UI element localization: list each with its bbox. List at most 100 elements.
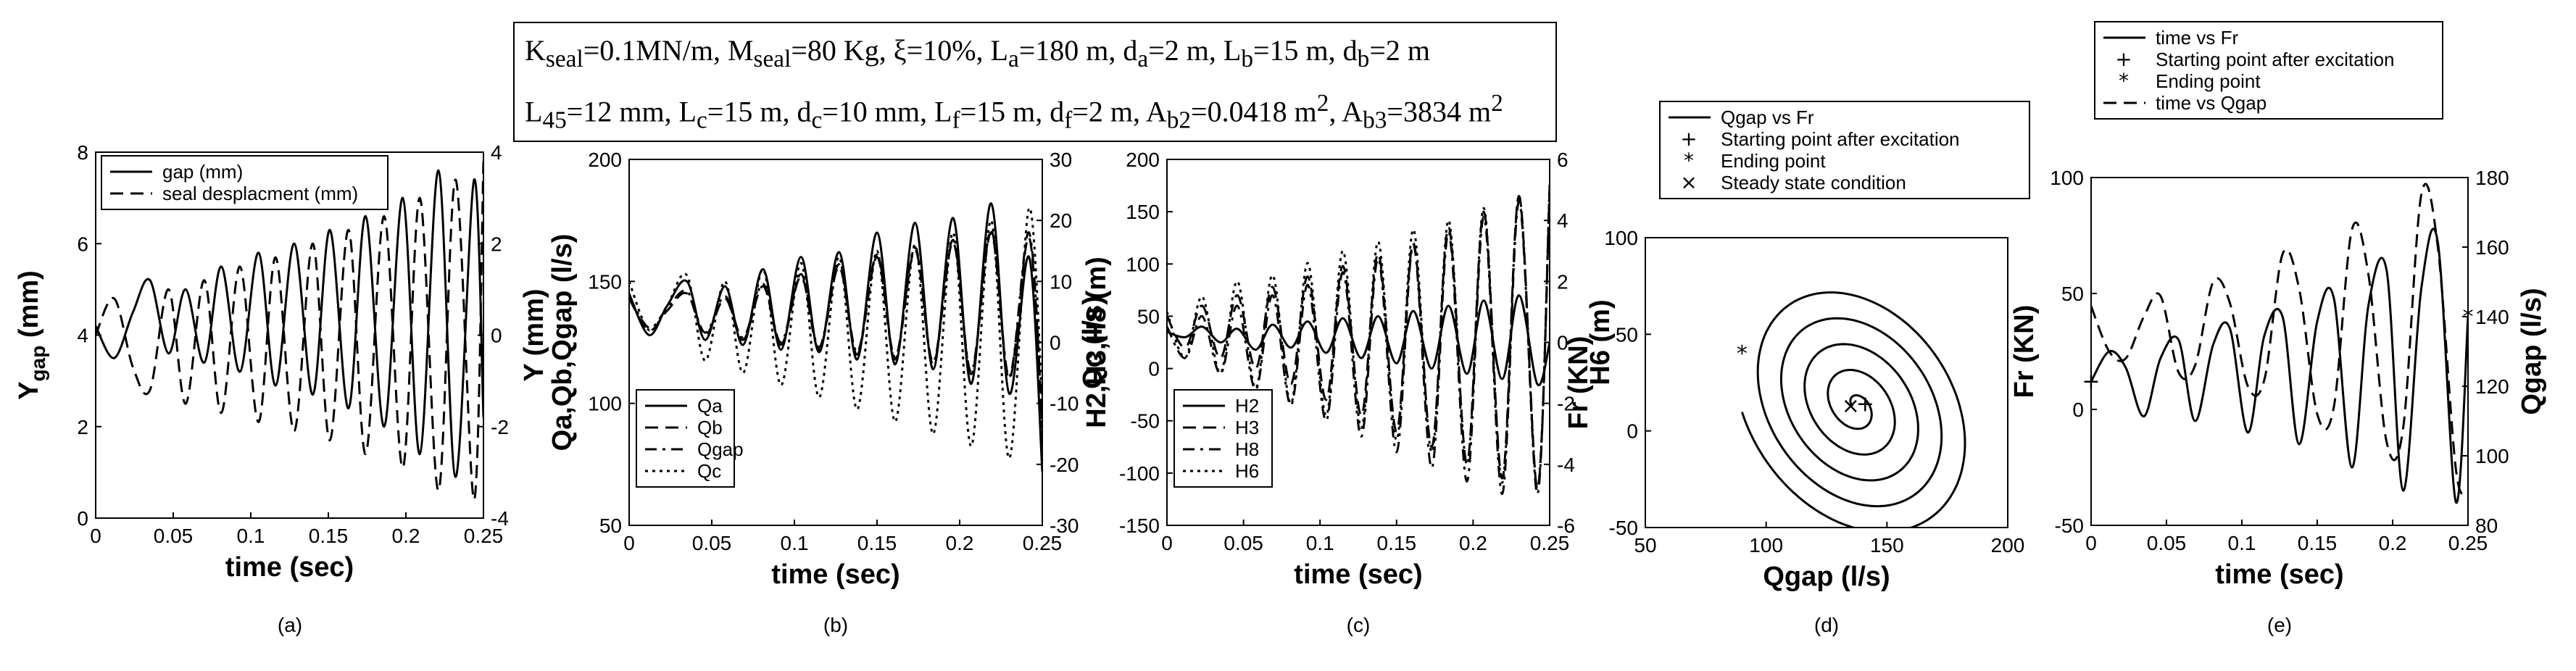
y2-tick-label: -4: [1557, 454, 1575, 476]
x-axis-label: time (sec): [771, 559, 899, 590]
legend: Qgap vs Fr + Starting point after excitati…: [1659, 101, 2030, 199]
x-tick-label: 200: [1991, 534, 2025, 557]
y2-tick-label: 140: [2475, 306, 2509, 328]
y2-tick-label: -2: [1557, 393, 1575, 415]
panel-caption: (d): [1814, 614, 1839, 636]
x-tick-label: 0.25: [1530, 532, 1570, 554]
x-axis-label: time (sec): [2215, 559, 2343, 590]
x-tick-label: 0.1: [1306, 532, 1334, 554]
legend-label: gap (mm): [162, 161, 243, 183]
legend-label: time vs Qgap: [2156, 92, 2267, 114]
series-group: [629, 202, 1042, 472]
x-tick-label: 0.05: [692, 532, 732, 554]
panel-caption: (b): [823, 614, 848, 636]
legend-label: Starting point after excitation: [2156, 49, 2395, 70]
x-tick-label: 0.1: [237, 525, 265, 547]
marker-ending-point: *: [1737, 341, 1748, 367]
series-group: [96, 161, 483, 501]
y-tick-label: 50: [1137, 305, 1160, 328]
x-tick-label: 0: [623, 532, 635, 554]
legend: time vs Fr + Starting point after excitati…: [2094, 21, 2443, 120]
y-tick-label: 4: [77, 325, 88, 347]
parameter-box: Kseal=0.1MN/m, Mseal=80 Kg, ξ=10%, La=18…: [513, 22, 1557, 142]
x-tick-label: 0.15: [2298, 532, 2338, 554]
legend-label: Qb: [697, 417, 723, 438]
marker-steady-state-condition: ×: [1842, 393, 1860, 419]
y-tick-label: 0: [2072, 399, 2084, 421]
legend: gap (mm)seal desplacment (mm): [101, 155, 389, 210]
panel-caption: (e): [2267, 614, 2292, 636]
x-tick-label: 0.05: [2147, 532, 2187, 554]
y-tick-label: -50: [2055, 514, 2084, 537]
y-tick-label: 2: [77, 416, 88, 438]
y2-tick-label: 0: [1557, 332, 1569, 354]
x-tick-label: 0.2: [2379, 532, 2407, 554]
y2-axis-label: H6 (m): [1585, 299, 1616, 385]
series-line-seal-desplacment-mm-: [96, 161, 483, 501]
y2-axis-label: Qc (l/s): [1078, 296, 1108, 389]
y2-tick-label: 2: [491, 233, 502, 255]
legend-marker: +: [2115, 47, 2132, 71]
y2-tick-label: 30: [1050, 149, 1072, 171]
legend-label: H8: [1235, 438, 1259, 460]
y2-tick-label: 0: [1050, 332, 1061, 354]
y2-tick-label: -4: [491, 507, 509, 530]
y-tick-label: 0: [1148, 358, 1160, 380]
y-tick-label: 50: [1616, 323, 1638, 346]
y-tick-label: 8: [77, 141, 88, 164]
y-tick-label: 50: [2061, 283, 2084, 305]
x-tick-label: 0: [90, 525, 101, 547]
y2-tick-label: -20: [1050, 454, 1079, 476]
legend-label: Qa: [697, 395, 723, 417]
y-tick-label: -50: [1131, 410, 1160, 433]
panel-b: 0 0.05 0.1 0.15 0.2 0.25 50 100 150 200 -30 -20 -10 0…: [547, 149, 1108, 636]
marker-starting-point-after-excitation: +: [2082, 370, 2100, 395]
panel-c: 0 0.05 0.1 0.15 0.2 0.25 -150 -100 -50 0 50 100 150 2…: [1081, 149, 1616, 636]
x-tick-label: 50: [1634, 534, 1656, 557]
series-line-gap-mm-: [96, 169, 483, 478]
y2-tick-label: 0: [491, 325, 502, 347]
parameter-line-2: L45=12 mm, Lc=15 m, dc=10 mm, Lf=15 m, d…: [525, 90, 1503, 134]
marker-ending-point: *: [2463, 304, 2474, 330]
y-axis-label: Ygap (mm): [14, 270, 49, 400]
x-tick-label: 0.2: [1459, 532, 1487, 554]
legend-label: Steady state condition: [1721, 172, 1906, 193]
legend-label: Qc: [697, 460, 721, 482]
series-line-qc: [629, 207, 1042, 459]
x-tick-label: 0.15: [857, 532, 897, 554]
y-tick-label: 0: [1626, 420, 1638, 443]
y2-tick-label: -10: [1050, 393, 1079, 415]
y-tick-label: 6: [77, 233, 88, 255]
legend-marker: ×: [1680, 170, 1697, 194]
y-tick-label: 200: [588, 149, 622, 171]
series-line-time-vs-qgap: [2091, 183, 2468, 496]
x-tick-label: 0.25: [464, 525, 504, 547]
y-tick-label: 150: [588, 270, 622, 293]
marker-starting-point-after-excitation: +: [1856, 391, 1874, 417]
x-tick-label: 0.25: [2448, 532, 2488, 554]
y2-tick-label: 10: [1050, 270, 1072, 293]
y2-tick-label: 180: [2475, 167, 2509, 189]
series-group: [1167, 183, 1550, 496]
y2-tick-label: 4: [1557, 209, 1569, 232]
y-axis-label: Fr (KN): [2009, 305, 2040, 399]
series-group: [2091, 183, 2468, 504]
y2-tick-label: 20: [1050, 209, 1072, 232]
y2-tick-label: 100: [2475, 445, 2509, 467]
y-axis-label: Qa,Qb,Qgap (l/s): [547, 234, 578, 451]
y2-tick-label: -6: [1557, 514, 1575, 537]
y-tick-label: -100: [1119, 462, 1160, 485]
x-tick-label: 100: [1749, 534, 1783, 557]
x-axis-label: time (sec): [1294, 559, 1422, 590]
y-tick-label: 100: [588, 393, 622, 415]
y-tick-label: -50: [1609, 517, 1638, 539]
series-line-h6: [1167, 183, 1550, 491]
series-line-time-vs-fr: [2091, 228, 2468, 504]
x-tick-label: 0: [1161, 532, 1173, 554]
y-axis-label: H2,H3,H8 (m): [1081, 257, 1112, 428]
parameter-line-1: Kseal=0.1MN/m, Mseal=80 Kg, ξ=10%, La=18…: [525, 34, 1431, 72]
y2-tick-label: 80: [2475, 514, 2498, 537]
x-tick-label: 0.25: [1023, 532, 1063, 554]
